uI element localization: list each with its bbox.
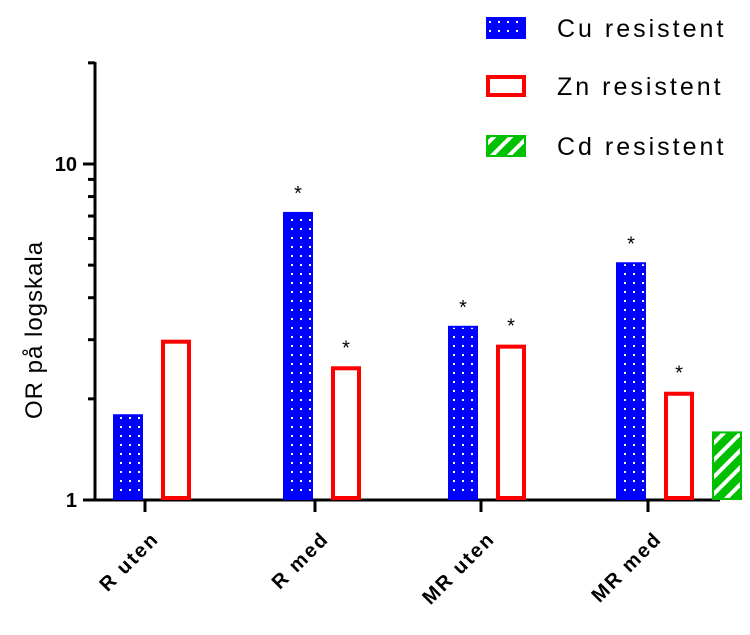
category-label: MR uten <box>418 528 499 609</box>
bar-hollow-1 <box>331 366 361 500</box>
category-label: R uten <box>95 528 163 596</box>
legend-swatch-dots <box>486 17 526 39</box>
significance-marker: * <box>627 233 635 255</box>
legend: Cu resistent Zn resistent Cd resistent <box>486 15 726 161</box>
axes: 1 10 <box>55 61 720 512</box>
category-labels: R uten R med MR uten MR med <box>95 500 667 609</box>
bar-dots-3 <box>616 262 646 500</box>
bar-stripes-3 <box>712 431 742 500</box>
legend-label: Cd resistent <box>557 133 726 161</box>
bar-hollow-3 <box>664 391 694 500</box>
bar-dots-2 <box>448 325 478 501</box>
y-tick-label: 10 <box>55 154 77 176</box>
significance-marker: * <box>507 316 515 338</box>
y-tick-label: 1 <box>66 490 77 512</box>
category-label: R med <box>268 528 334 594</box>
significance-marker: * <box>342 337 350 359</box>
significance-marker: * <box>675 363 683 385</box>
bar-hollow-0 <box>161 339 191 500</box>
legend-swatch-hollow <box>486 75 526 97</box>
legend-label: Cu resistent <box>557 15 726 43</box>
legend-label: Zn resistent <box>557 73 724 101</box>
significance-marker: * <box>294 183 302 205</box>
bar-hollow-2 <box>496 344 526 500</box>
y-axis-title: OR på logskala <box>21 241 48 419</box>
category-label: MR med <box>587 528 666 607</box>
significance-marker: * <box>459 297 467 319</box>
bars: * * * * * * <box>113 183 742 501</box>
bar-dots-0 <box>113 414 143 500</box>
legend-swatch-stripes <box>486 135 526 157</box>
bar-dots-1 <box>283 211 313 500</box>
